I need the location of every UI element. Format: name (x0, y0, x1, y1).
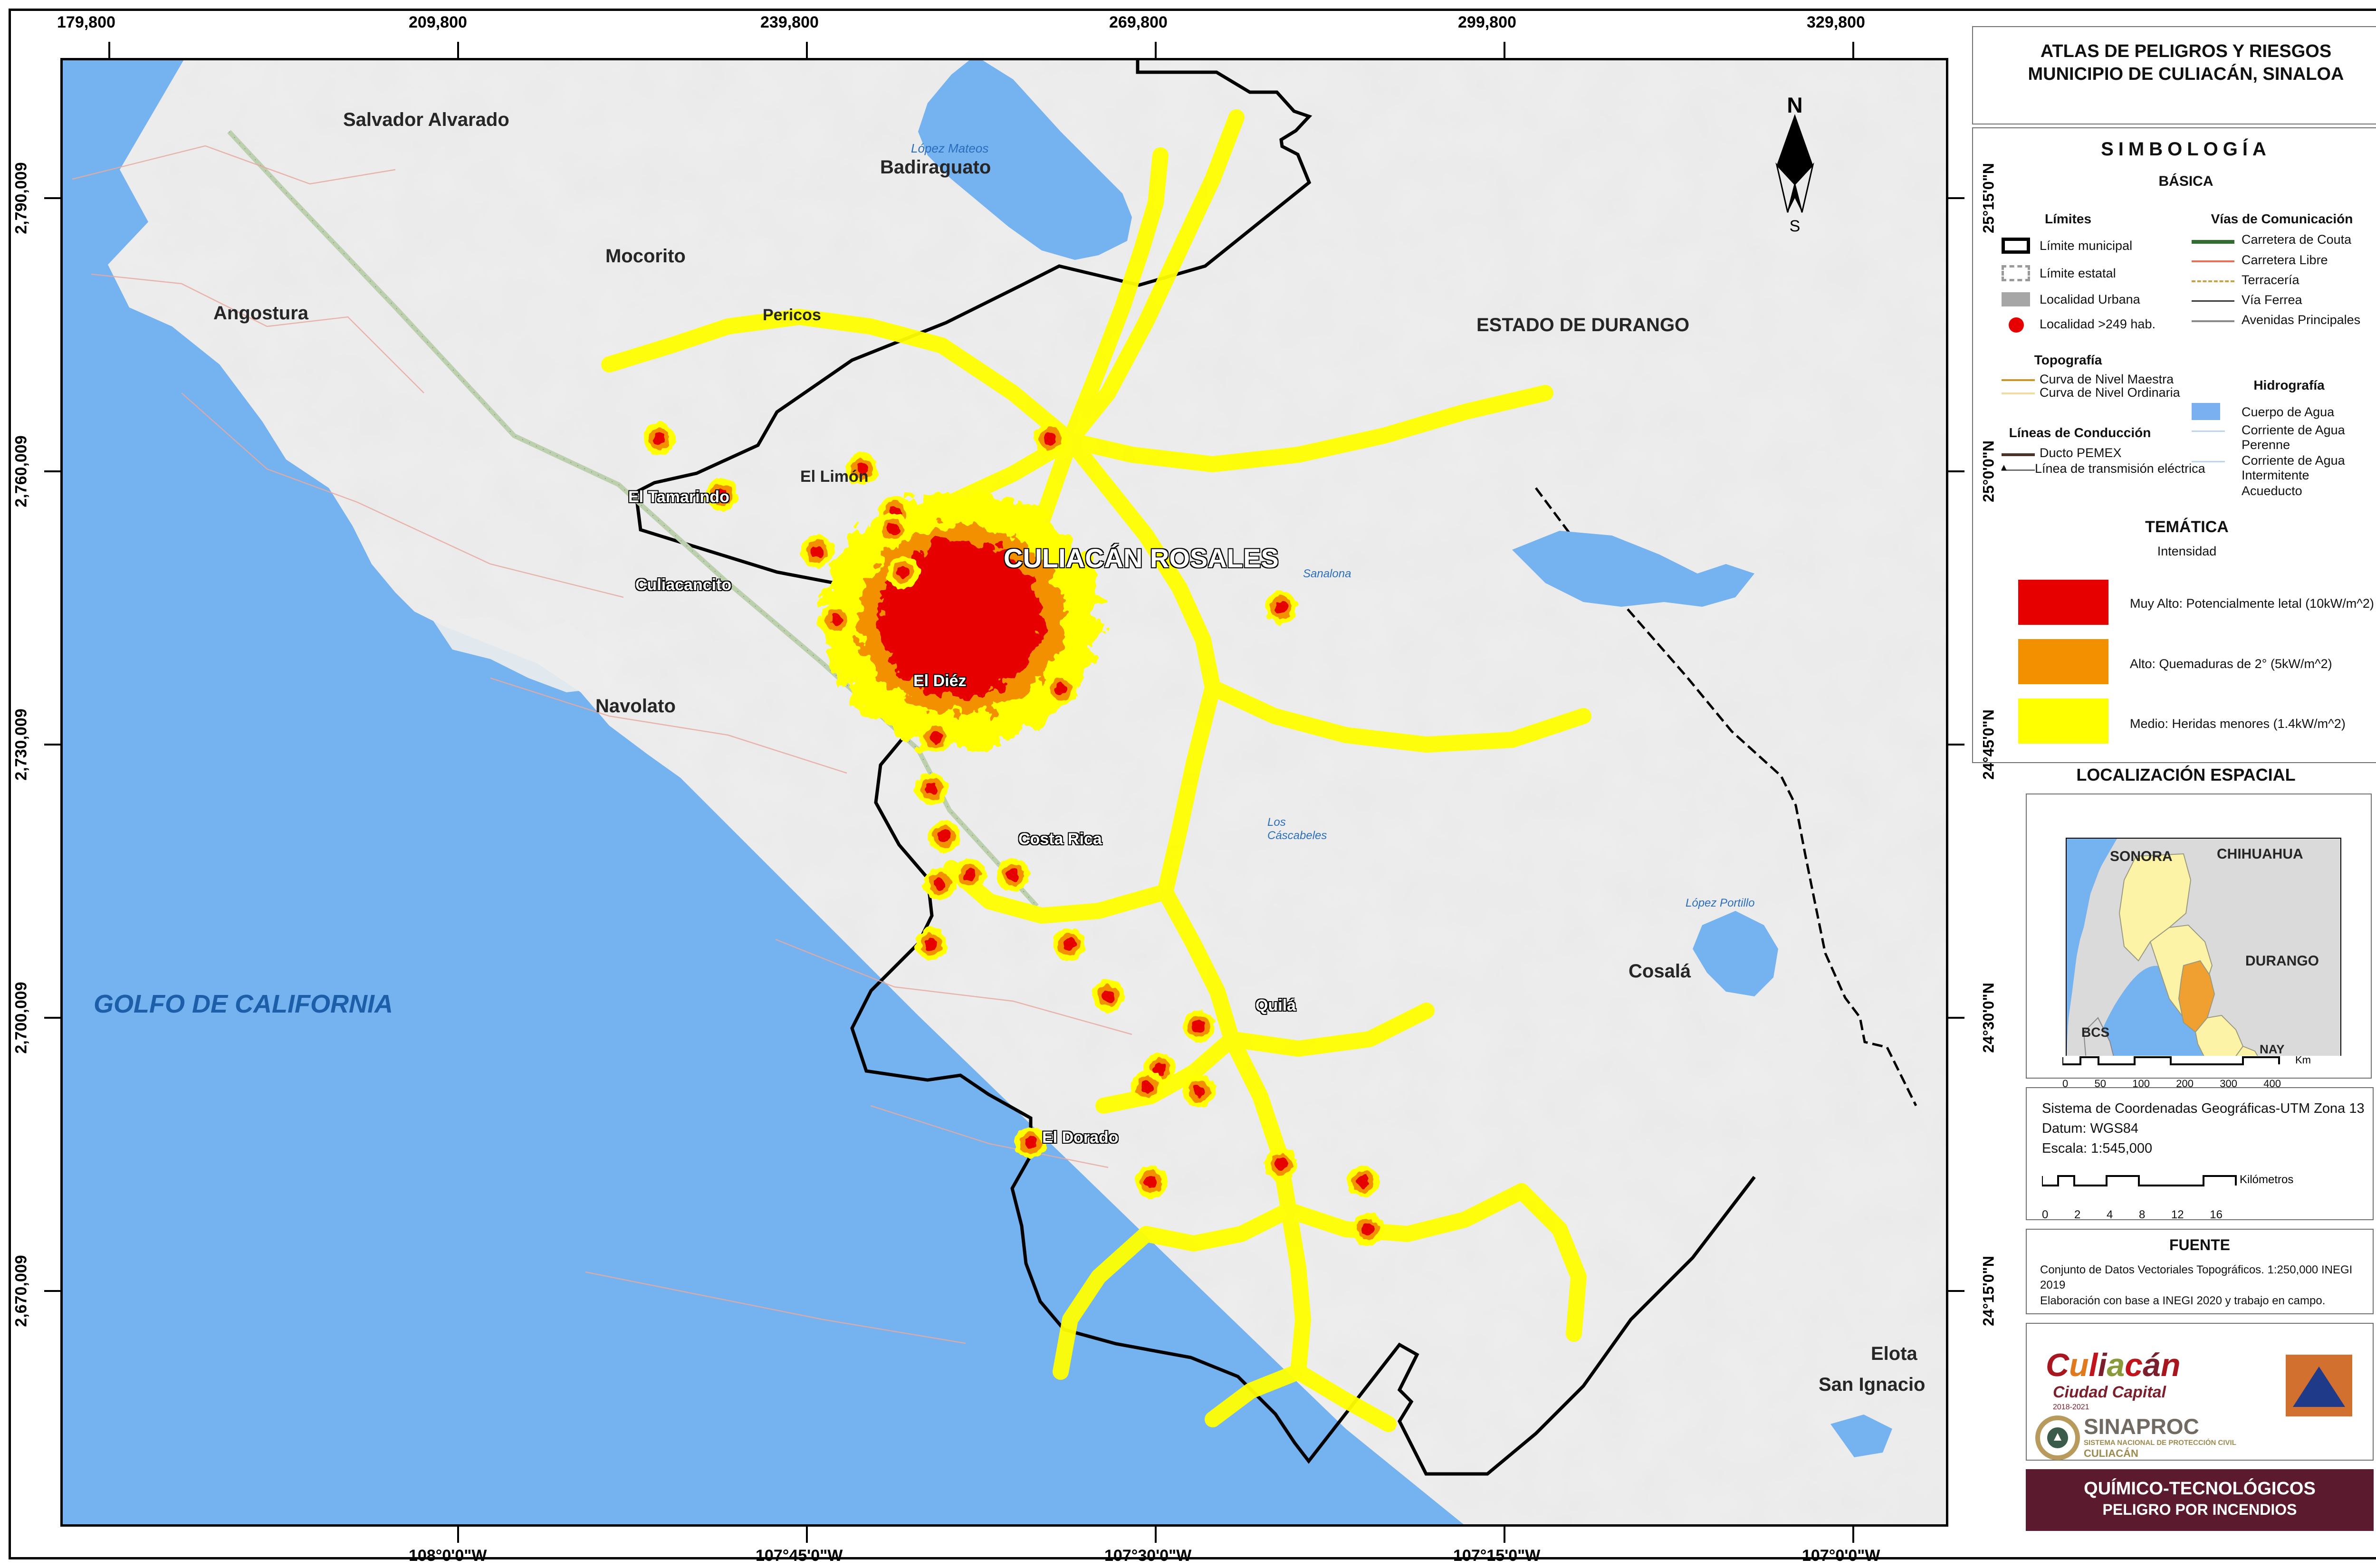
svg-text:CHIHUAHUA: CHIHUAHUA (2217, 846, 2303, 862)
svg-text:SONORA: SONORA (2110, 849, 2173, 864)
svg-text:DURANGO: DURANGO (2245, 953, 2319, 969)
svg-text:BCS: BCS (2081, 1025, 2109, 1040)
svg-text:Km: Km (2295, 1054, 2311, 1066)
svg-text:Kilómetros: Kilómetros (2240, 1173, 2293, 1186)
svg-text:S: S (1790, 217, 1801, 235)
svg-text:Ciudad Capital: Ciudad Capital (2053, 1383, 2167, 1401)
svg-text:SINAPROC: SINAPROC (2084, 1414, 2199, 1439)
svg-text:N: N (1787, 93, 1802, 117)
svg-text:Culiacán: Culiacán (2046, 1347, 2181, 1383)
svg-text:2018-2021: 2018-2021 (2053, 1403, 2089, 1411)
svg-text:CULIACÁN: CULIACÁN (2084, 1447, 2138, 1459)
svg-text:SISTEMA NACIONAL DE PROTECCIÓN: SISTEMA NACIONAL DE PROTECCIÓN CIVIL (2084, 1438, 2236, 1447)
